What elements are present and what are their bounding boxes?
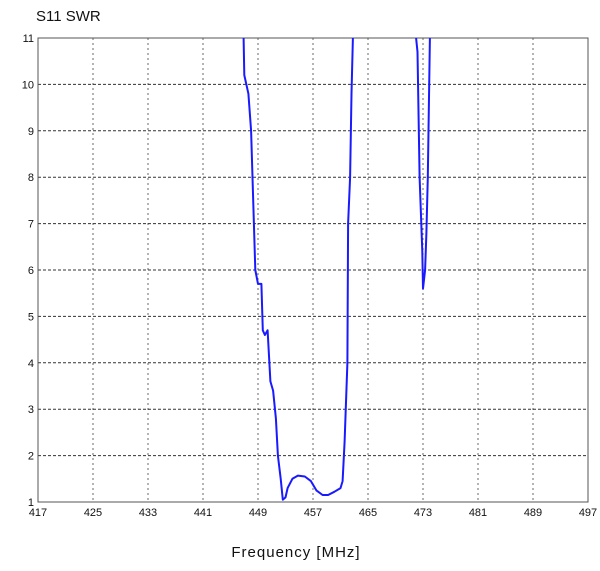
- x-tick-label: 457: [304, 507, 322, 519]
- x-tick-label: 465: [359, 507, 377, 519]
- y-tick-label: 2: [28, 451, 34, 463]
- x-tick-label: 441: [194, 507, 212, 519]
- y-tick-label: 5: [28, 311, 34, 323]
- chart-grid: [38, 38, 588, 502]
- y-tick-label: 1: [28, 497, 34, 509]
- x-axis-label: Frequency [MHz]: [231, 544, 360, 561]
- y-tick-label: 6: [28, 265, 34, 277]
- plot-frame: [37, 37, 589, 503]
- x-tick-label: 433: [139, 507, 157, 519]
- chart-title: S11 SWR: [36, 8, 101, 25]
- y-axis-ticks: 1 2 3 4 5 6 7 8 9 10 11: [22, 33, 34, 509]
- y-tick-label: 3: [28, 404, 34, 416]
- swr-curve-segment: [242, 37, 354, 501]
- series-layer: [242, 37, 431, 501]
- y-tick-label: 11: [23, 33, 34, 45]
- y-tick-label: 7: [28, 219, 34, 231]
- x-tick-label: 449: [249, 507, 267, 519]
- x-axis-ticks: 417 425 433 441 449 457 465 473 481 489 497: [29, 507, 597, 519]
- x-tick-label: 425: [84, 507, 102, 519]
- x-tick-label: 481: [469, 507, 487, 519]
- x-tick-label: 417: [29, 507, 47, 519]
- y-tick-label: 9: [28, 126, 34, 138]
- y-tick-label: 4: [28, 358, 34, 370]
- x-tick-label: 497: [579, 507, 597, 519]
- x-tick-label: 473: [414, 507, 432, 519]
- swr-curve-segment: [415, 37, 431, 290]
- y-tick-label: 10: [22, 79, 34, 91]
- x-tick-label: 489: [524, 507, 542, 519]
- y-tick-label: 8: [28, 172, 34, 184]
